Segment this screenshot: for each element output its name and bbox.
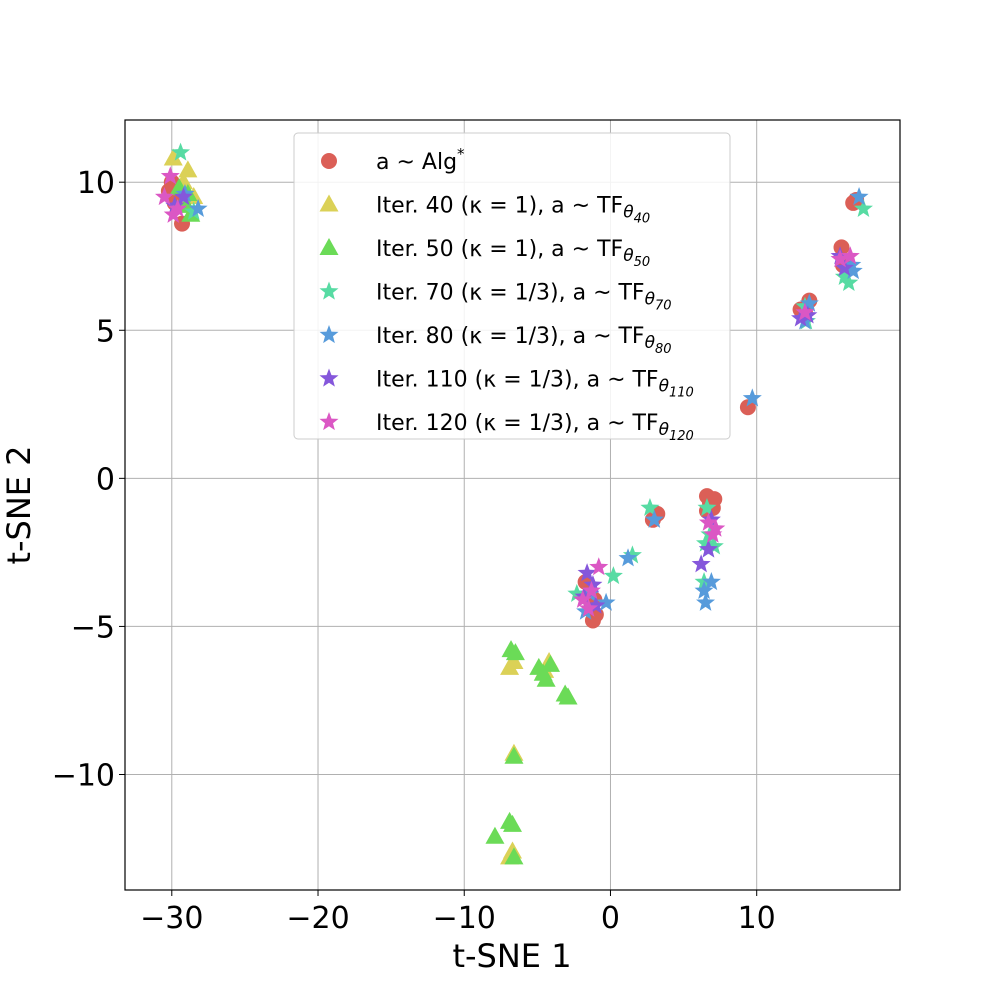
data-point (704, 536, 724, 555)
data-point (698, 539, 718, 558)
data-point (558, 687, 578, 705)
data-point (567, 583, 587, 602)
data-point (171, 142, 191, 161)
y-tick-label: −5 (71, 610, 115, 645)
data-point (799, 293, 819, 312)
data-point (485, 826, 505, 844)
data-points (154, 142, 873, 865)
legend: a ~ Alg* Iter. 40 (κ = 1), a ~ TFθ40 Iter.… (293, 132, 731, 444)
data-point (691, 554, 711, 573)
legend-label: Iter. 70 (κ = 1/3), a ~ TFθ70 (376, 281, 672, 314)
data-point (698, 512, 718, 531)
data-point (697, 497, 717, 517)
data-point (165, 195, 185, 214)
legend-label: Iter. 110 (κ = 1/3), a ~ TFθ110 (376, 368, 694, 401)
data-point (504, 847, 524, 865)
data-point (795, 302, 815, 321)
legend-label: Iter. 80 (κ = 1/3), a ~ TFθ80 (376, 324, 672, 357)
x-tick-label: −10 (433, 901, 496, 936)
data-point (184, 201, 204, 220)
data-point (154, 187, 174, 206)
data-point (830, 249, 850, 268)
data-point (573, 589, 593, 608)
legend-label: Iter. 120 (κ = 1/3), a ~ TFθ120 (376, 411, 694, 444)
data-point (840, 246, 860, 265)
data-point (853, 198, 873, 217)
data-point (504, 746, 524, 764)
data-point (536, 669, 556, 687)
data-point (742, 388, 762, 407)
legend-marker (319, 325, 339, 344)
legend-label: a ~ Alg* (376, 145, 465, 175)
y-tick-label: −10 (52, 759, 115, 794)
axis-ticks: −30 −20 −10 0 10 −10 −5 0 5 10 (52, 166, 776, 936)
y-tick-label: 5 (96, 314, 115, 349)
data-point (701, 572, 721, 591)
data-point (541, 654, 561, 672)
legend-marker (319, 281, 339, 300)
plot-frame (124, 119, 901, 891)
data-point (603, 566, 623, 585)
data-point (618, 548, 638, 567)
x-tick-label: 0 (601, 901, 620, 936)
data-point (581, 580, 601, 599)
data-point (849, 187, 869, 206)
data-point (696, 592, 716, 611)
data-point (505, 643, 525, 661)
legend-marker (319, 238, 339, 255)
data-point (622, 545, 642, 564)
data-point (589, 557, 609, 576)
x-axis-label: t-SNE 1 (452, 937, 571, 975)
data-point (586, 595, 606, 614)
data-point (596, 592, 616, 611)
data-point (701, 509, 721, 528)
data-point (160, 166, 180, 185)
x-tick-label: 10 (738, 901, 776, 936)
legend-marker (319, 194, 339, 212)
y-axis-label: t-SNE 2 (0, 445, 38, 564)
data-point (503, 814, 522, 832)
data-point (644, 509, 664, 528)
data-point (579, 598, 599, 617)
legend-marker (321, 153, 337, 169)
data-point (833, 239, 850, 256)
legend-marker (319, 368, 339, 387)
legend-marker (319, 412, 339, 431)
data-point (173, 187, 193, 206)
data-point (163, 148, 183, 166)
data-point (500, 657, 520, 675)
data-point (188, 198, 208, 217)
data-point (583, 574, 603, 594)
series-6 (154, 166, 860, 617)
x-tick-label: −30 (140, 901, 203, 936)
data-point (577, 563, 597, 582)
data-point (706, 491, 723, 508)
data-point (706, 518, 726, 537)
data-point (834, 258, 854, 277)
data-point (640, 497, 660, 517)
y-tick-label: 10 (77, 166, 115, 201)
data-point (696, 533, 716, 552)
x-tick-label: −20 (286, 901, 349, 936)
data-point (834, 266, 854, 286)
y-tick-label: 0 (96, 462, 115, 497)
legend-box (293, 132, 731, 440)
data-point (842, 255, 862, 274)
legend-label: Iter. 40 (κ = 1), a ~ TFθ40 (376, 194, 650, 227)
data-point (694, 580, 714, 599)
legend-label: Iter. 50 (κ = 1), a ~ TFθ50 (376, 237, 650, 270)
data-point (739, 399, 756, 416)
data-point (168, 198, 188, 217)
data-point (703, 524, 723, 543)
